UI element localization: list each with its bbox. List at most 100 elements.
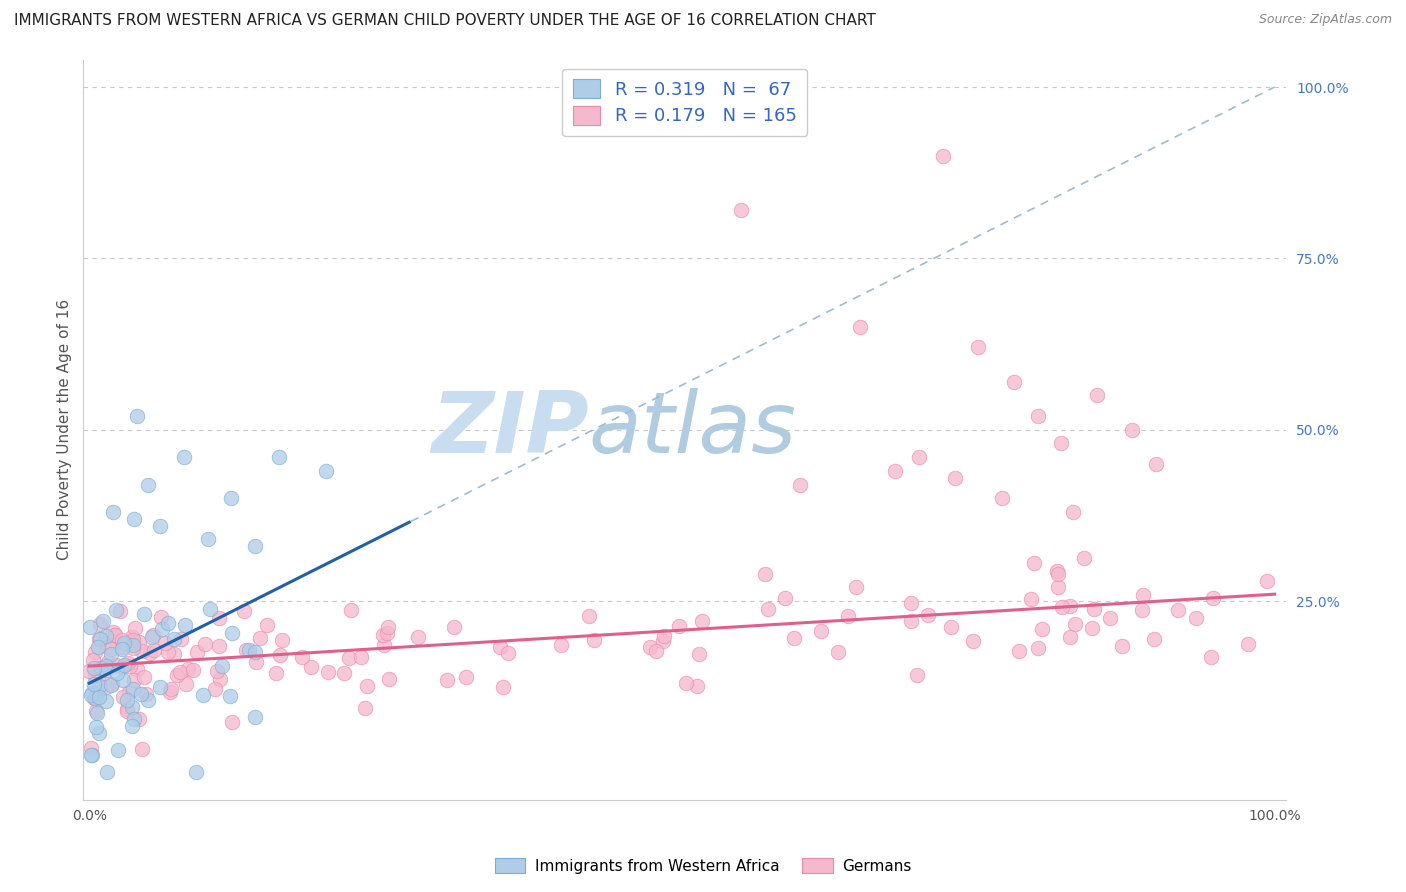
Point — [121, 630, 143, 644]
Point — [550, 638, 572, 652]
Point — [131, 644, 153, 658]
Point — [1201, 591, 1223, 606]
Point — [943, 470, 966, 484]
Point — [235, 642, 257, 657]
Point — [443, 619, 465, 633]
Point — [96, 663, 118, 677]
Point — [375, 626, 398, 640]
Point — [128, 635, 150, 649]
Point — [174, 676, 197, 690]
Point — [845, 580, 868, 594]
Point — [221, 714, 243, 729]
Point — [105, 603, 128, 617]
Point — [136, 692, 159, 706]
Point — [177, 662, 200, 676]
Point — [1059, 599, 1081, 614]
Point — [211, 658, 233, 673]
Point — [100, 678, 122, 692]
Point — [232, 604, 254, 618]
Point — [138, 477, 160, 491]
Point — [111, 640, 134, 654]
Point — [159, 685, 181, 699]
Point — [100, 641, 122, 656]
Point — [80, 740, 103, 755]
Point — [129, 687, 152, 701]
Point — [84, 704, 107, 718]
Point — [83, 645, 105, 659]
Point — [122, 673, 145, 687]
Point — [291, 650, 314, 665]
Point — [1073, 551, 1095, 566]
Point — [132, 607, 155, 622]
Point — [967, 341, 990, 355]
Point — [205, 664, 228, 678]
Point — [173, 618, 195, 632]
Point — [245, 655, 267, 669]
Point — [652, 634, 675, 648]
Text: atlas: atlas — [589, 388, 797, 471]
Point — [142, 628, 165, 642]
Point — [84, 690, 107, 705]
Point — [80, 748, 103, 763]
Point — [97, 655, 120, 669]
Point — [908, 450, 931, 464]
Point — [110, 633, 132, 648]
Point — [141, 630, 163, 644]
Point — [107, 742, 129, 756]
Point — [837, 609, 859, 624]
Point — [121, 682, 143, 697]
Point — [350, 650, 373, 665]
Point — [1002, 375, 1025, 389]
Point — [121, 719, 143, 733]
Point — [198, 602, 221, 616]
Point — [83, 661, 105, 675]
Point — [1130, 602, 1153, 616]
Point — [238, 643, 260, 657]
Point — [86, 720, 108, 734]
Point — [156, 645, 179, 659]
Point — [208, 611, 231, 625]
Point — [1237, 637, 1260, 651]
Point — [83, 691, 105, 706]
Point — [93, 661, 115, 675]
Point — [93, 615, 115, 629]
Point — [900, 614, 922, 628]
Point — [117, 656, 139, 670]
Point — [83, 669, 105, 683]
Point — [221, 491, 243, 506]
Point — [333, 666, 356, 681]
Legend: Immigrants from Western Africa, Germans: Immigrants from Western Africa, Germans — [489, 852, 917, 880]
Point — [356, 679, 378, 693]
Point — [104, 628, 127, 642]
Point — [754, 567, 776, 582]
Point — [115, 693, 138, 707]
Text: Source: ZipAtlas.com: Source: ZipAtlas.com — [1258, 13, 1392, 27]
Point — [578, 608, 600, 623]
Point — [83, 677, 105, 691]
Point — [353, 701, 375, 715]
Point — [1046, 567, 1069, 582]
Point — [150, 622, 173, 636]
Point — [652, 630, 675, 644]
Point — [82, 653, 104, 667]
Point — [436, 673, 458, 687]
Point — [1031, 623, 1053, 637]
Point — [775, 591, 797, 605]
Point — [112, 690, 135, 704]
Point — [991, 491, 1014, 506]
Point — [315, 464, 337, 478]
Point — [121, 636, 143, 650]
Point — [96, 765, 118, 780]
Point — [163, 647, 186, 661]
Point — [127, 662, 149, 676]
Point — [496, 647, 519, 661]
Point — [789, 477, 811, 491]
Point — [1059, 630, 1081, 644]
Point — [143, 643, 166, 657]
Point — [208, 639, 231, 653]
Point — [160, 681, 183, 696]
Point — [104, 635, 127, 649]
Point — [756, 602, 779, 616]
Point — [79, 619, 101, 633]
Point — [101, 677, 124, 691]
